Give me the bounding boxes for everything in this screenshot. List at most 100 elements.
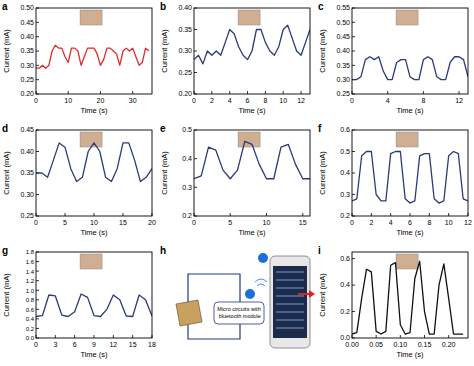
y-tick-label: 0.25 [178,69,192,76]
x-tick [424,335,425,338]
panel-i: i0.00.20.40.60.000.050.100.150.20Time (s… [318,245,468,359]
screen-row [276,320,304,321]
x-tick-label: 15 [129,341,137,348]
y-tick-label: 0.40 [336,47,350,54]
y-tick [352,285,355,286]
x-tick-label: 6 [246,97,250,104]
y-tick-label: 0.4 [26,316,35,322]
x-tick-label: 0 [34,341,38,348]
y-tick-label: 0.30 [20,62,34,69]
x-tick-label: 0 [34,97,38,104]
x-tick-label: 30 [129,97,137,104]
y-tick-label: 0.40 [178,4,192,11]
y-tick-label: 0.3 [182,184,192,191]
y-tick [352,65,355,66]
y-tick-label: 0.50 [336,19,350,26]
y-tick [352,194,355,195]
x-axis-label: Time (s) [80,350,108,359]
y-tick-label: 0.4 [340,169,350,176]
y-tick-label: 0.55 [336,4,350,11]
screen-row [276,272,304,273]
panel-letter: g [2,245,8,256]
x-tick-label: 20 [97,97,105,104]
plot-data [352,152,468,204]
plot-frame [352,8,468,94]
plot-frame [194,130,310,216]
panel-letter: h [160,245,166,256]
x-tick-label: 0 [350,219,354,226]
y-tick-label: 0.2 [340,308,350,315]
x-tick-label: 4 [389,219,393,226]
x-tick [376,335,377,338]
x-tick-label: 2 [210,97,214,104]
plot-frame [352,252,468,338]
x-axis-label: Time (s) [396,228,424,237]
screen-row [276,304,304,305]
x-tick-label: 0.05 [369,341,383,348]
figure: a0.200.250.300.350.400.450.500102030Time… [0,0,474,366]
y-axis-label: Current (mA) [2,151,11,195]
module-label: Micro circuits with bluetooth module [217,306,261,319]
plot-data [194,25,310,64]
x-axis-label: Time (s) [238,106,266,115]
screen-row [276,288,304,289]
x-tick-label: 5 [228,219,232,226]
x-tick-label: 0 [192,97,196,104]
y-axis-label: Current (mA) [2,273,11,317]
x-tick-label: 0.20 [442,341,456,348]
panel-letter: d [2,123,8,134]
x-tick [94,335,95,338]
x-tick-label: 8 [427,219,431,226]
x-tick-label: 5 [63,219,67,226]
sensor-device [176,300,202,326]
x-tick-label: 4 [386,97,390,104]
bluetooth-icon [258,253,268,263]
x-tick-label: 0 [192,219,196,226]
y-tick-label: 0.45 [20,126,34,133]
panel-g: g0.00.20.40.60.81.01.21.41.61.8036912151… [2,245,156,359]
plot-frame [194,8,310,94]
y-tick-label: 0.6 [26,307,35,313]
x-tick-label: 8 [263,97,267,104]
x-tick [400,335,401,338]
x-tick-label: 0.15 [418,341,432,348]
x-tick-label: 20 [148,219,156,226]
y-axis-label: Current (mA) [160,151,169,195]
background [0,0,474,366]
x-tick-label: 6 [73,341,77,348]
data-line [36,294,152,316]
x-axis-label: Time (s) [238,228,266,237]
photo-inset [238,10,260,25]
x-tick-label: 9 [92,341,96,348]
x-axis-label: Time (s) [80,228,108,237]
y-axis-label: Current (mA) [318,29,327,73]
y-tick-label: 0.4 [182,155,192,162]
y-tick-label: 1.2 [26,278,35,284]
x-tick-label: 10 [279,97,287,104]
photo-inset [238,132,260,147]
y-tick [352,173,355,174]
x-tick-label: 8 [421,97,425,104]
x-tick-label: 0.10 [394,341,408,348]
y-axis-label: Current (mA) [318,151,327,195]
label-line: Micro circuits with [217,306,260,312]
panel-a: a0.200.250.300.350.400.450.500102030Time… [2,1,152,115]
y-tick-label: 0.45 [336,33,350,40]
panel-f: f0.20.30.40.50.6024681012Time (s)Current… [318,123,472,237]
y-tick [352,311,355,312]
y-tick [352,151,355,152]
panel-letter: a [2,1,8,12]
x-axis-label: Time (s) [80,106,108,115]
x-tick [113,335,114,338]
screen-row [276,280,304,281]
panel-letter: i [318,245,321,256]
y-tick-label: 0.35 [336,62,350,69]
x-tick-label: 15 [299,219,307,226]
y-tick-label: 1.0 [26,288,35,294]
y-tick-label: 0.2 [340,212,350,219]
y-axis-label: Current (mA) [318,273,327,317]
y-tick [352,22,355,23]
y-tick-label: 0.5 [340,148,350,155]
y-tick-label: 0.40 [20,33,34,40]
screen-row [276,328,304,329]
